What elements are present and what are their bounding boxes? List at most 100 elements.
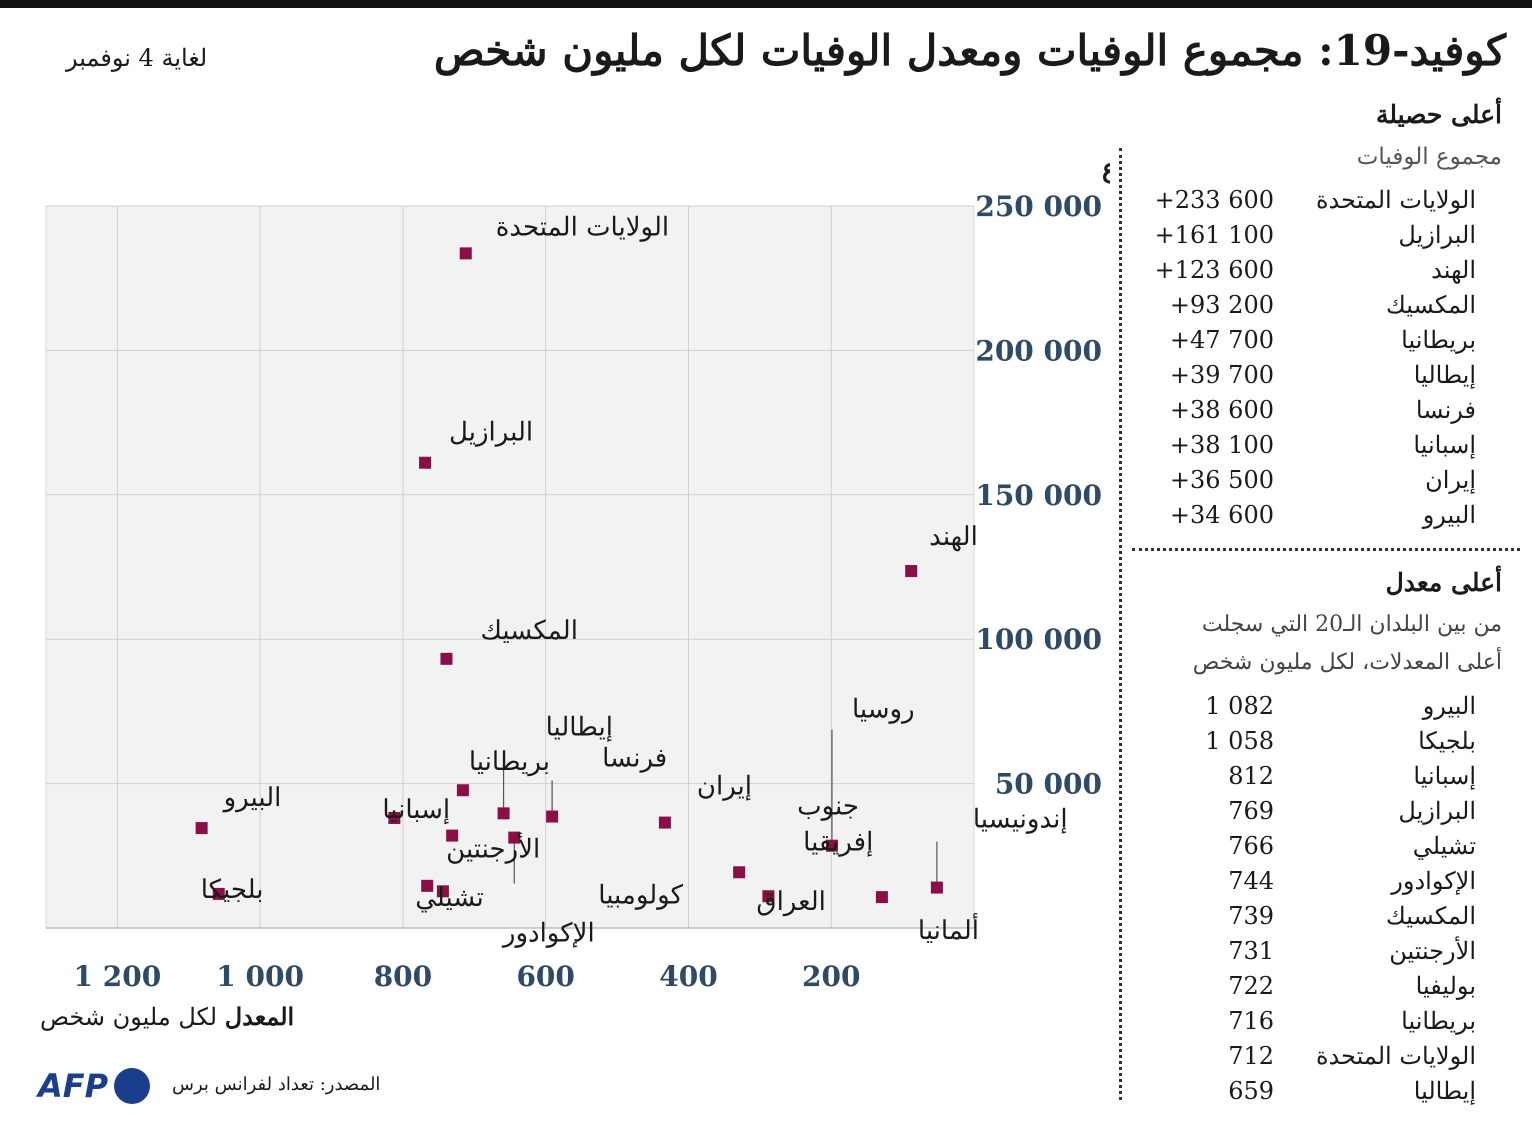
data-point xyxy=(733,866,746,879)
list-row: إيطاليا +39 700 xyxy=(1150,361,1500,393)
plot-background xyxy=(45,205,975,929)
top-total-heading: أعلى حصيلة xyxy=(1375,100,1502,129)
list-country: البرازيل xyxy=(1398,797,1476,825)
list-row: البيرو +34 600 xyxy=(1150,501,1500,533)
point-label: الإكوادور xyxy=(501,918,595,948)
x-axis-label: المعدل لكل مليون شخص xyxy=(40,1002,294,1031)
list-value: +39 700 xyxy=(1169,361,1274,389)
list-row: إيطاليا 659 xyxy=(1150,1077,1500,1109)
point-label: الولايات المتحدة xyxy=(496,212,669,242)
point-label: البيرو xyxy=(222,783,282,813)
list-row: الولايات المتحدة 712 xyxy=(1150,1042,1500,1074)
x-tick-label: 200 xyxy=(802,960,860,993)
list-row: إسبانيا +38 100 xyxy=(1150,431,1500,463)
list-value: 744 xyxy=(1228,867,1274,895)
list-value: 739 xyxy=(1228,902,1274,930)
list-row: البيرو 1 082 xyxy=(1150,692,1500,724)
list-country: تشيلي xyxy=(1412,832,1476,860)
source-note: المصدر: تعداد لفرانس برس xyxy=(172,1074,381,1095)
list-country: الولايات المتحدة xyxy=(1315,186,1476,214)
y-axis-label: المجموع xyxy=(1102,154,1110,184)
list-country: البيرو xyxy=(1422,501,1476,529)
point-label: تشيلي xyxy=(415,883,484,913)
list-row: المكسيك 739 xyxy=(1150,902,1500,934)
list-country: إسبانيا xyxy=(1413,762,1476,790)
afp-logo-text: AFP xyxy=(38,1067,109,1105)
top-rate-note-line2: أعلى المعدلات، لكل مليون شخص xyxy=(1192,650,1502,675)
list-value: +34 600 xyxy=(1169,501,1274,529)
data-point xyxy=(421,879,434,892)
point-label: بريطانيا xyxy=(469,747,550,777)
data-point xyxy=(436,885,449,898)
list-country: إيطاليا xyxy=(1413,361,1476,389)
data-point xyxy=(446,829,459,842)
label-leader-lines xyxy=(502,729,938,884)
list-value: 716 xyxy=(1228,1007,1274,1035)
data-point xyxy=(195,822,208,835)
list-value: 769 xyxy=(1228,797,1274,825)
list-value: +93 200 xyxy=(1169,291,1274,319)
list-value: +47 700 xyxy=(1169,326,1274,354)
data-point xyxy=(825,839,838,852)
point-label: إندونيسيا xyxy=(973,805,1068,835)
list-row: تشيلي 766 xyxy=(1150,832,1500,864)
y-tick-label: 250 000 xyxy=(975,190,1102,223)
data-point xyxy=(930,881,943,894)
y-tick-label: 50 000 xyxy=(995,768,1102,801)
top-rule xyxy=(0,0,1532,8)
list-value: 766 xyxy=(1228,832,1274,860)
list-country: المكسيك xyxy=(1386,291,1476,319)
list-country: بلجيكا xyxy=(1418,727,1476,755)
list-value: 722 xyxy=(1228,972,1274,1000)
list-value: 712 xyxy=(1228,1042,1274,1070)
list-row: فرنسا +38 600 xyxy=(1150,396,1500,428)
point-label: إيران xyxy=(697,772,752,802)
data-point xyxy=(905,565,918,578)
data-point xyxy=(388,811,401,824)
data-point xyxy=(658,816,671,829)
list-row: الهند +123 600 xyxy=(1150,256,1500,288)
list-country: إسبانيا xyxy=(1413,431,1476,459)
data-point xyxy=(546,810,559,823)
top-rate-note-line1: من بين البلدان الـ20 التي سجلت xyxy=(1201,612,1502,637)
point-label: إيطاليا xyxy=(546,712,613,742)
point-label: البرازيل xyxy=(449,418,533,448)
list-country: بوليفيا xyxy=(1415,972,1476,1000)
point-label: روسيا xyxy=(852,695,915,725)
list-country: بريطانيا xyxy=(1401,326,1476,354)
x-tick-label: 600 xyxy=(516,960,574,993)
list-country: البرازيل xyxy=(1398,221,1476,249)
data-point xyxy=(440,652,453,665)
list-value: +233 600 xyxy=(1154,186,1274,214)
point-label: ألمانيا xyxy=(918,912,979,946)
list-row: بريطانيا 716 xyxy=(1150,1007,1500,1039)
list-row: بلجيكا 1 058 xyxy=(1150,727,1500,759)
list-row: المكسيك +93 200 xyxy=(1150,291,1500,323)
x-tick-label: 1 000 xyxy=(216,960,304,993)
top-total-subheading: مجموع الوفيات xyxy=(1356,144,1502,170)
list-value: 812 xyxy=(1228,762,1274,790)
point-label: الأرجنتين xyxy=(446,832,540,865)
grid-lines xyxy=(46,205,974,929)
scatter-chart: الولايات المتحدة البرازيل الهند المكسيك بريط… xyxy=(45,154,1110,993)
list-row: إسبانيا 812 xyxy=(1150,762,1500,794)
list-value: +36 500 xyxy=(1169,466,1274,494)
list-country: الأرجنتين xyxy=(1389,937,1476,965)
list-country: الولايات المتحدة xyxy=(1315,1042,1476,1070)
point-label: فرنسا xyxy=(602,744,667,774)
vertical-divider xyxy=(1119,148,1122,1100)
list-value: +38 100 xyxy=(1169,431,1274,459)
list-country: فرنسا xyxy=(1415,396,1476,424)
data-points xyxy=(195,247,943,904)
horizontal-divider xyxy=(1132,548,1520,551)
data-point xyxy=(762,890,775,903)
point-labels: الولايات المتحدة البرازيل الهند المكسيك بريط… xyxy=(201,212,1068,948)
list-value: 731 xyxy=(1228,937,1274,965)
data-point xyxy=(459,247,472,260)
data-point xyxy=(456,784,469,797)
list-country: المكسيك xyxy=(1386,902,1476,930)
list-row: بوليفيا 722 xyxy=(1150,972,1500,1004)
point-label: الهند xyxy=(929,522,978,552)
list-value: 1 082 xyxy=(1205,692,1274,720)
list-country: إيطاليا xyxy=(1413,1077,1476,1105)
